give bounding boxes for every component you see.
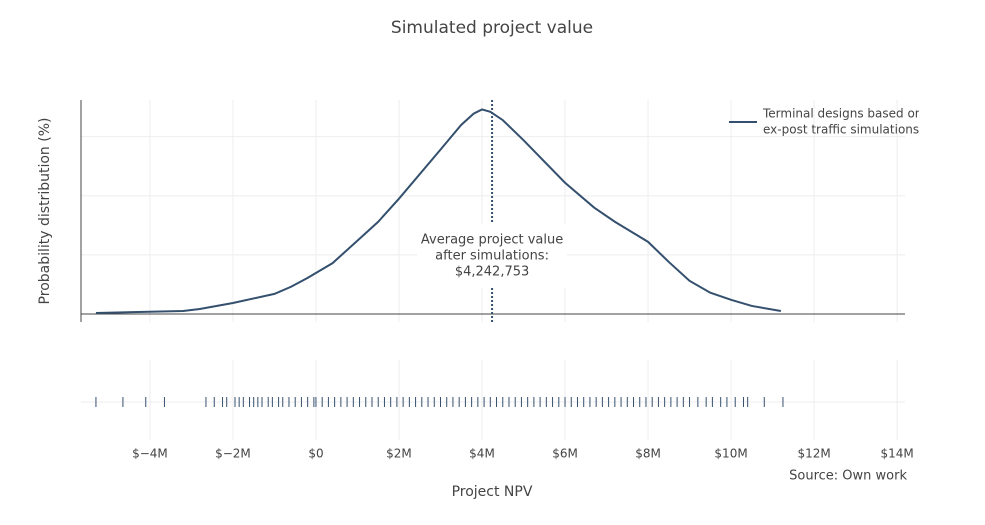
x-tick-label: $−4M <box>132 447 168 461</box>
annotation: Average project value <box>421 233 563 248</box>
y-axis-title: Probability distribution (%) <box>37 118 53 305</box>
x-tick-label: $−2M <box>215 447 251 461</box>
x-tick-label: $12M <box>797 447 830 461</box>
annotation: after simulations: <box>435 249 549 264</box>
legend-label: ex-post traffic simulations <box>763 123 919 137</box>
x-axis-title: Project NPV <box>452 484 533 500</box>
chart-title: Simulated project value <box>391 18 593 38</box>
x-tick-label: $2M <box>386 447 412 461</box>
annotation-bg <box>417 224 568 288</box>
x-tick-label: $8M <box>635 447 661 461</box>
x-tick-label: $10M <box>714 447 747 461</box>
legend-label: Terminal designs based on <box>762 107 922 121</box>
density-curve <box>95 108 782 315</box>
x-tick-label: $0 <box>308 447 323 461</box>
x-tick-label: $14M <box>880 447 913 461</box>
legend: Terminal designs based on ex-post traffic… <box>729 107 922 137</box>
annotation: $4,242,753 <box>455 265 529 280</box>
x-tick-label: $6M <box>552 447 578 461</box>
source-note: Source: Own work <box>789 469 907 484</box>
x-tick-label: $4M <box>469 447 495 461</box>
